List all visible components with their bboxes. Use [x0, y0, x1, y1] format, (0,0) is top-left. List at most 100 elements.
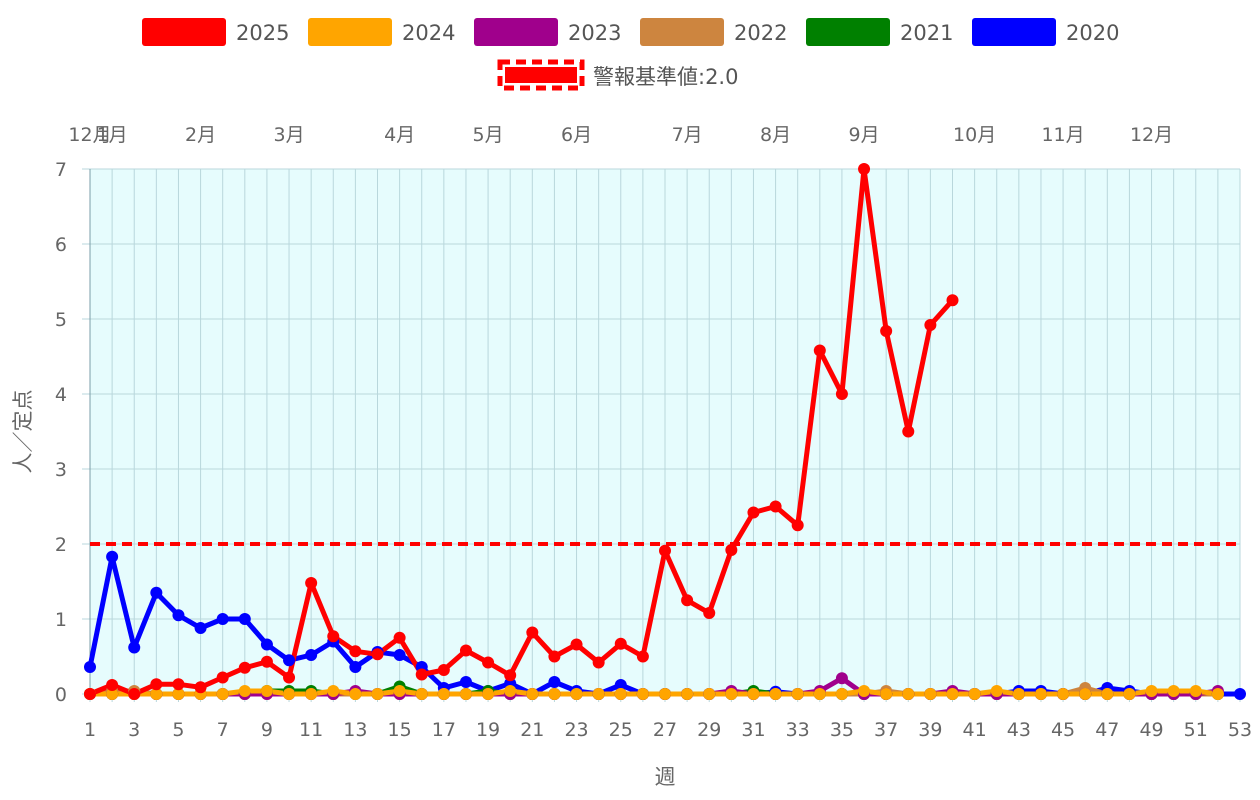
data-point-2024	[791, 688, 804, 700]
legend-label-threshold: 警報基準値:2.0	[593, 65, 738, 89]
data-point-2024	[813, 688, 826, 700]
data-point-2024	[1189, 685, 1202, 697]
legend-label: 2024	[402, 21, 455, 45]
data-point-2024	[747, 688, 760, 700]
data-point-2024	[725, 688, 738, 700]
x-tick-label: 31	[741, 719, 765, 741]
month-label: 12月	[68, 124, 111, 146]
x-tick-label: 27	[653, 719, 677, 741]
data-point-2025	[924, 319, 937, 331]
x-tick-label: 29	[697, 719, 721, 741]
grid	[82, 168, 1241, 702]
data-point-2025	[835, 388, 848, 400]
x-tick-label: 35	[830, 719, 854, 741]
month-label: 1月	[97, 124, 128, 146]
data-point-2024	[990, 685, 1003, 697]
data-point-2024	[172, 688, 185, 700]
data-point-2020	[238, 613, 251, 625]
data-point-2024	[1123, 688, 1136, 700]
data-point-2024	[260, 685, 273, 697]
data-point-2025	[150, 678, 163, 691]
legend-item-2024: 2024	[308, 18, 455, 46]
data-point-2025	[459, 644, 472, 657]
data-point-2024	[305, 688, 318, 700]
data-point-2024	[1145, 685, 1158, 697]
data-point-2020	[548, 676, 561, 688]
legend-item-2020: 2020	[972, 18, 1119, 46]
data-point-2024	[482, 688, 495, 700]
data-point-2025	[703, 607, 716, 619]
x-axis-title: 週	[655, 765, 676, 789]
month-label: 11月	[1041, 124, 1084, 146]
data-point-2025	[725, 544, 738, 556]
data-point-2025	[260, 655, 273, 668]
y-tick-label: 7	[55, 159, 67, 181]
x-tick-label: 11	[299, 719, 323, 741]
data-point-2024	[504, 685, 517, 697]
x-tick-label: 33	[786, 719, 810, 741]
month-label: 4月	[384, 124, 415, 146]
data-point-2024	[1079, 688, 1092, 700]
data-point-2025	[482, 656, 495, 669]
data-point-2024	[415, 688, 428, 700]
x-tick-label: 23	[564, 719, 588, 741]
data-point-2024	[216, 688, 229, 700]
month-label: 6月	[561, 124, 592, 146]
month-label: 2月	[185, 124, 216, 146]
data-point-2024	[327, 685, 340, 697]
x-tick-label: 1	[84, 719, 96, 741]
legend-item-2022: 2022	[640, 18, 787, 46]
data-point-2025	[681, 594, 694, 607]
data-point-2020	[283, 654, 296, 667]
data-point-2024	[1211, 688, 1224, 700]
data-point-2024	[968, 688, 981, 700]
data-point-2024	[946, 688, 959, 700]
data-point-2025	[305, 577, 318, 589]
data-point-2024	[835, 688, 848, 700]
legend-label: 2022	[734, 21, 787, 45]
data-point-2024	[106, 688, 119, 700]
y-tick-label: 2	[55, 534, 67, 556]
legend-swatch	[474, 18, 558, 46]
data-point-2020	[614, 679, 627, 691]
data-point-2025	[570, 638, 583, 651]
series-line-2024	[87, 688, 1221, 697]
data-point-2024	[283, 688, 296, 700]
data-point-2025	[106, 679, 119, 691]
x-tick-label: 19	[476, 719, 500, 741]
data-point-2024	[1012, 688, 1025, 700]
data-point-2024	[1057, 688, 1070, 700]
data-point-2025	[769, 500, 782, 513]
y-tick-label: 5	[55, 309, 67, 331]
data-point-2025	[791, 519, 804, 532]
x-tick-label: 13	[343, 719, 367, 741]
x-tick-label: 53	[1228, 719, 1252, 741]
data-point-2025	[437, 664, 450, 676]
data-point-2024	[703, 688, 716, 700]
data-point-2025	[946, 294, 959, 307]
month-label: 12月	[1130, 124, 1173, 146]
series-lines	[87, 166, 1243, 697]
month-label: 7月	[672, 124, 703, 146]
data-point-2025	[614, 637, 627, 650]
data-point-2025	[349, 645, 362, 658]
data-point-2025	[659, 544, 671, 557]
data-point-2025	[371, 648, 384, 661]
legend-item-2023: 2023	[474, 18, 621, 46]
data-point-2024	[393, 685, 406, 697]
series-points	[84, 163, 1246, 700]
x-tick-label: 3	[128, 719, 140, 741]
data-point-2020	[393, 649, 406, 661]
x-tick-label: 37	[874, 719, 898, 741]
data-point-2025	[128, 688, 141, 700]
legend-swatch	[806, 18, 890, 46]
x-tick-label: 9	[261, 719, 273, 741]
data-point-2024	[459, 688, 472, 700]
data-point-2024	[570, 688, 583, 700]
y-tick-label: 1	[55, 609, 67, 631]
data-point-2020	[260, 638, 273, 651]
data-point-2024	[880, 688, 893, 700]
data-point-2023	[835, 672, 848, 685]
